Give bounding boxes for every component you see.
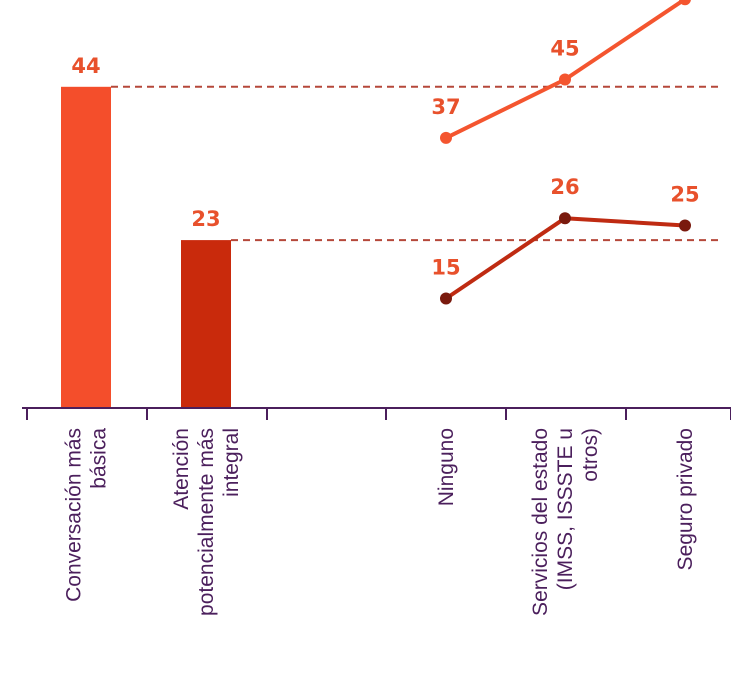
category-label: Conversación másbásica bbox=[63, 428, 111, 602]
category-labels: Conversación másbásica Atenciónpotencialm… bbox=[63, 428, 698, 616]
x-axis bbox=[22, 407, 731, 420]
line-value-label: 26 bbox=[550, 175, 579, 199]
line-value-label: 45 bbox=[550, 37, 579, 61]
bar-value-label: 23 bbox=[191, 207, 220, 231]
line-value-label: 15 bbox=[431, 256, 460, 280]
reference-lines bbox=[111, 85, 722, 242]
bar-series bbox=[61, 86, 231, 409]
category-label: Atenciónpotencialmente másintegral bbox=[170, 428, 243, 616]
category-label: Ninguno bbox=[435, 428, 458, 506]
line-value-label: 25 bbox=[670, 183, 699, 207]
series-line bbox=[444, 216, 687, 301]
series-point bbox=[559, 212, 571, 225]
series-point bbox=[679, 0, 691, 6]
series-line bbox=[444, 0, 687, 140]
bar bbox=[61, 86, 111, 409]
category-label: Seguro privado bbox=[674, 428, 697, 570]
bar bbox=[181, 240, 231, 408]
bar-value-label: 44 bbox=[71, 54, 100, 78]
series-point bbox=[440, 292, 452, 305]
series-point bbox=[679, 219, 691, 232]
series-point bbox=[559, 73, 571, 86]
line-value-label: 37 bbox=[431, 95, 460, 119]
value-labels: 4423374556152625 bbox=[71, 37, 699, 280]
category-label: Servicios del estado(IMSS, ISSSTE uotros… bbox=[529, 428, 602, 616]
series-point bbox=[440, 131, 452, 144]
line-series bbox=[440, 0, 691, 305]
